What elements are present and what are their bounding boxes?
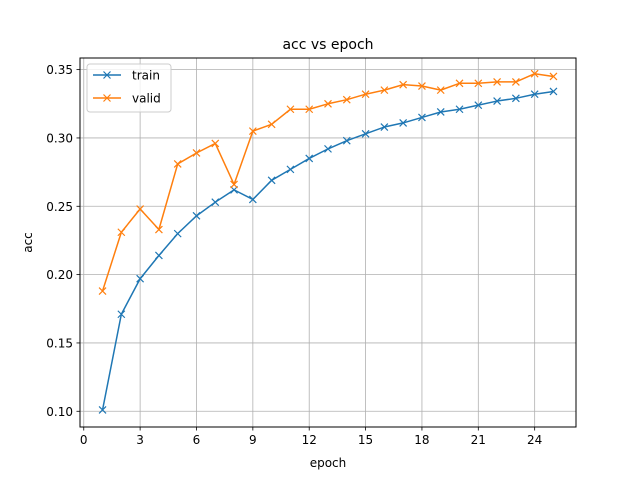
chart-title: acc vs epoch [282,37,373,53]
y-tick-label: 0.15 [46,336,73,350]
data-point-valid [305,105,314,114]
data-point-train [511,94,520,103]
data-point-train [436,108,445,116]
grid-lines [80,58,576,427]
data-point-valid [192,149,201,157]
data-point-valid [230,180,238,189]
data-point-train [154,251,163,260]
legend-entry-valid: valid [93,92,161,106]
series-valid [98,69,558,295]
data-point-valid [211,139,220,148]
data-point-train [474,101,483,110]
y-axis-label: acc [21,232,35,253]
data-point-train [324,144,332,153]
data-point-valid [530,69,539,78]
data-point-train [286,165,295,174]
data-point-train [211,198,220,207]
data-point-train [305,154,314,163]
plot-frame [79,57,577,428]
series-train [98,87,558,414]
legend-entry-train: train [93,69,160,83]
data-point-valid [248,127,257,136]
data-point-valid [342,95,351,104]
data-point-train [342,136,351,145]
data-point-valid [173,159,182,168]
data-point-valid [324,99,332,108]
data-point-valid [117,228,126,237]
data-point-train [493,97,502,105]
y-tick-label: 0.35 [46,63,73,77]
data-point-valid [361,90,370,99]
data-point-valid [98,287,107,295]
data-point-train [248,195,257,204]
x-tick-label: 12 [302,433,317,447]
y-tick-label: 0.25 [46,200,73,214]
data-point-train [418,113,426,122]
series-layer [98,69,558,414]
x-tick-label: 21 [471,433,486,447]
x-tick-label: 15 [358,433,373,447]
data-point-train [530,90,539,99]
data-point-valid [136,205,145,213]
x-tick-label: 3 [136,433,144,447]
x-axis-ticks: 0 3 6 9 12 15 18 21 24 [80,427,542,447]
data-point-valid [418,82,426,90]
data-point-train [549,87,558,96]
data-point-train [117,310,126,319]
data-point-train [361,129,370,138]
data-point-valid [549,72,558,81]
x-tick-label: 9 [249,433,257,447]
data-point-valid [267,120,276,129]
data-point-valid [380,86,389,95]
data-point-valid [511,77,520,86]
data-point-train [136,274,145,283]
legend-label-valid: valid [132,92,161,106]
data-point-train [399,118,408,127]
y-tick-label: 0.30 [46,131,73,145]
data-point-train [192,211,201,220]
x-tick-label: 6 [193,433,201,447]
data-point-valid [286,105,295,114]
data-point-valid [399,80,408,89]
legend-marker-valid [103,94,111,102]
data-point-train [267,176,276,185]
x-tick-label: 18 [414,433,429,447]
x-tick-label: 0 [80,433,88,447]
data-point-train [173,229,182,238]
legend-label-train: train [132,69,160,83]
legend: train valid [86,63,172,113]
data-point-valid [436,86,445,95]
data-point-valid [154,225,163,234]
data-point-train [380,123,389,131]
y-tick-label: 0.20 [46,268,73,282]
y-tick-label: 0.10 [46,405,73,419]
y-axis-ticks: 0.10 0.15 0.20 0.25 0.30 0.35 [46,63,80,419]
x-axis-label: epoch [310,456,347,470]
x-tick-label: 24 [527,433,542,447]
data-point-valid [455,79,464,88]
data-point-train [455,105,464,114]
data-point-valid [493,77,502,86]
data-point-train [98,405,107,414]
legend-marker-train [103,71,111,79]
data-point-valid [474,79,483,88]
